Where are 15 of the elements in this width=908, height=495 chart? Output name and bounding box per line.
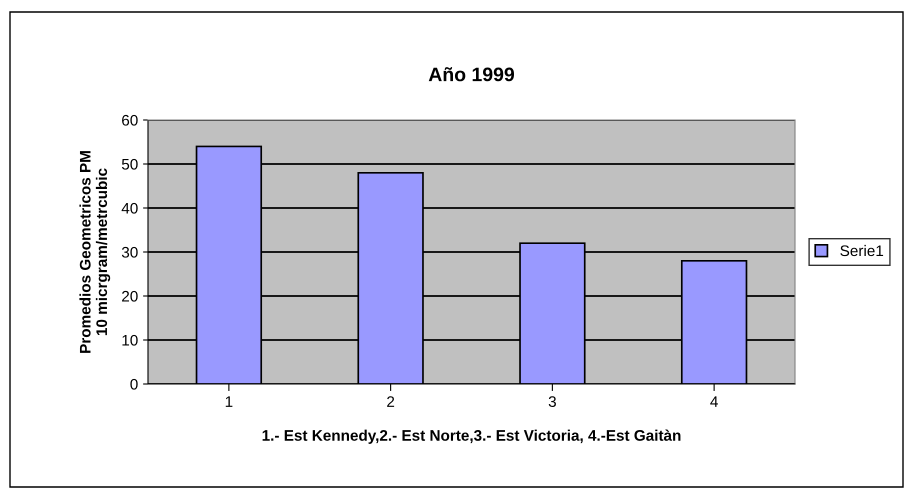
x-tick-label: 1 xyxy=(226,396,232,407)
y-tick-label: 30 xyxy=(122,246,138,258)
x-tick-label: 2 xyxy=(387,396,394,407)
y-axis-title: Promedios Geometricos PM 10 micrgram/metrcubic xyxy=(79,151,110,353)
x-axis-title: 1.- Est Kennedy,2.- Est Norte,3.- Est Victoria, 4.-Est Gaitàn xyxy=(262,429,680,444)
y-tick-label: 10 xyxy=(122,334,138,346)
x-tick-label: 4 xyxy=(710,396,718,407)
y-tick-label: 20 xyxy=(122,290,138,302)
y-tick-label: 50 xyxy=(122,158,138,170)
y-tick-label: 0 xyxy=(130,378,138,390)
chart-title: Año 1999 xyxy=(428,67,514,82)
x-tick-label: 3 xyxy=(548,396,556,408)
y-tick-label: 40 xyxy=(122,202,138,214)
y-tick-label: 60 xyxy=(122,114,138,126)
legend-label: Serie1 xyxy=(840,244,884,256)
